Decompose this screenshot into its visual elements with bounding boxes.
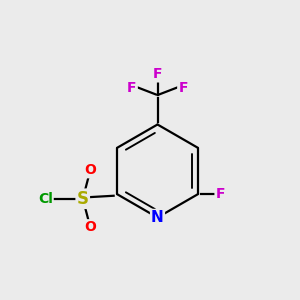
Text: F: F (127, 81, 137, 94)
Text: F: F (178, 81, 188, 94)
Text: Cl: Cl (38, 192, 53, 206)
Text: N: N (151, 210, 164, 225)
Text: O: O (84, 163, 96, 177)
Text: O: O (84, 220, 96, 234)
Text: F: F (215, 187, 225, 201)
Text: S: S (77, 190, 89, 208)
Text: F: F (153, 68, 162, 81)
